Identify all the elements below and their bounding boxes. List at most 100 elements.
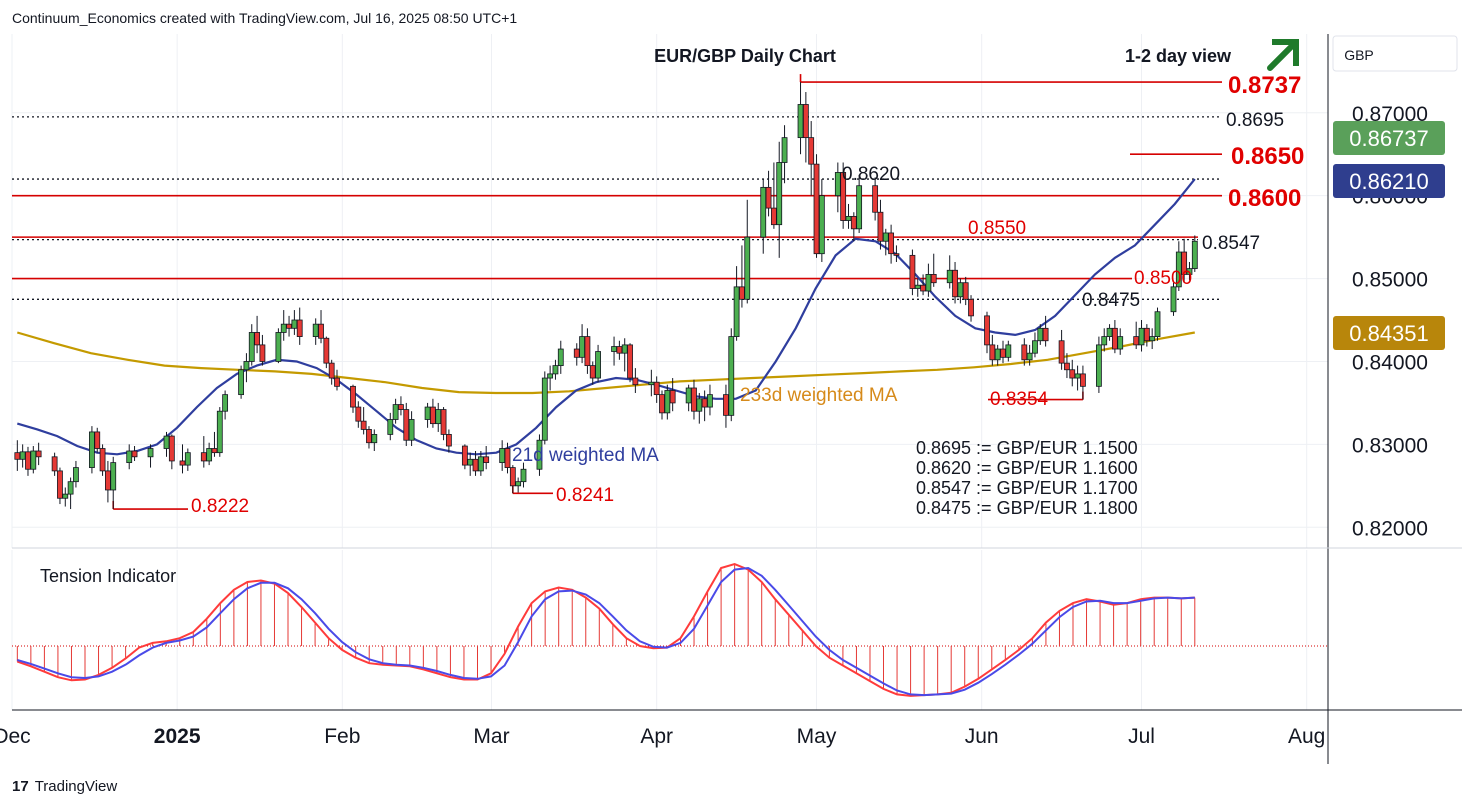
equivalent-line: 0.8620 := GBP/EUR 1.1600 xyxy=(916,458,1138,478)
candle-body xyxy=(1101,336,1108,346)
currency-box[interactable] xyxy=(1332,35,1458,72)
candle-body xyxy=(888,232,895,255)
candle-body xyxy=(131,450,138,458)
candle-body xyxy=(73,467,79,483)
candle-body xyxy=(1154,311,1161,337)
candle-body xyxy=(1080,373,1086,387)
ma21-price-value: 0.86210 xyxy=(1349,169,1429,194)
x-tick-label: Dec xyxy=(0,725,31,748)
candle-body xyxy=(834,172,841,197)
candle-body xyxy=(840,172,847,221)
candle-body xyxy=(1106,327,1113,337)
candle-body xyxy=(707,394,713,408)
candle-body xyxy=(536,439,543,470)
candle-body xyxy=(1181,251,1188,275)
candle-body xyxy=(248,332,255,362)
candle-body xyxy=(728,336,735,416)
indicator-title: Tension Indicator xyxy=(40,566,176,586)
candle-body xyxy=(1037,327,1044,342)
candle-body xyxy=(14,452,21,460)
candle-body xyxy=(765,186,772,209)
candle-body xyxy=(67,481,74,495)
candle-body xyxy=(184,452,191,466)
candle-body xyxy=(318,323,324,339)
candle-body xyxy=(616,346,623,354)
candle-body xyxy=(1058,340,1065,364)
candle-body xyxy=(168,435,175,462)
candle-body xyxy=(872,185,879,213)
candle-body xyxy=(1186,268,1193,275)
candle-body xyxy=(1069,369,1076,379)
candle-body xyxy=(664,390,671,414)
candle-body xyxy=(1111,327,1118,350)
candle-body xyxy=(435,409,442,425)
candle-body xyxy=(984,315,990,346)
candle-body xyxy=(994,348,1001,361)
y-tick-label: 0.85000 xyxy=(1352,269,1428,292)
candle-body xyxy=(254,332,260,346)
x-tick-label: 2025 xyxy=(154,725,201,748)
candle-body xyxy=(243,361,250,371)
candle-body xyxy=(51,456,58,472)
candle-body xyxy=(408,419,415,441)
candle-body xyxy=(62,493,69,499)
brand[interactable]: 17 TradingView xyxy=(12,778,117,795)
indicator-grid xyxy=(11,550,1308,710)
ma-233-line xyxy=(16,331,1195,395)
candle-body xyxy=(286,323,292,329)
candle-body xyxy=(461,445,468,466)
ma-233-layer xyxy=(16,331,1195,395)
ma233-label: 233d weighted MA xyxy=(740,385,898,406)
candle-body xyxy=(925,274,932,292)
equivalent-line: 0.8475 := GBP/EUR 1.1800 xyxy=(916,498,1138,518)
candle-body xyxy=(776,162,783,226)
candle-body xyxy=(739,286,745,300)
tension-indicator-series xyxy=(12,563,1328,697)
level-8695-label: 0.8695 xyxy=(1226,110,1284,131)
candle-body xyxy=(685,387,692,404)
ma21-label: 21d weighted MA xyxy=(512,445,659,466)
x-tick-label: Mar xyxy=(473,725,509,748)
x-tick-label: Jul xyxy=(1128,725,1155,748)
candle-body xyxy=(696,398,703,412)
low-8354-label: 0.8354 xyxy=(990,389,1049,410)
candle-body xyxy=(515,481,522,487)
candle-body xyxy=(557,348,564,367)
candle-body xyxy=(366,429,372,444)
low-8241-label: 0.8241 xyxy=(556,485,614,506)
x-tick-label: Jun xyxy=(965,725,999,748)
candle-body xyxy=(1117,336,1124,350)
candle-body xyxy=(499,448,506,464)
candle-body xyxy=(94,431,101,449)
candle-body xyxy=(206,448,213,462)
currency-label: GBP xyxy=(1344,47,1374,63)
candle-body xyxy=(403,409,410,441)
candle-body xyxy=(579,336,585,358)
signal-line xyxy=(17,566,1195,697)
main-grid xyxy=(11,34,1328,548)
candle-body xyxy=(360,420,367,430)
candle-body xyxy=(648,381,655,386)
candle-body xyxy=(845,215,852,221)
candle-body xyxy=(105,470,111,491)
candle-body xyxy=(989,344,996,361)
candle-body xyxy=(238,369,245,396)
candle-body xyxy=(573,348,580,358)
low-8222-label: 0.8222 xyxy=(191,496,249,517)
support-resistance-levels xyxy=(12,74,1222,510)
candle-body xyxy=(200,452,207,462)
candlestick-series xyxy=(14,82,1198,510)
up-arrow-icon xyxy=(1267,39,1299,71)
candle-body xyxy=(1005,344,1012,358)
tradingview-logo-icon: 17 xyxy=(12,778,29,795)
candle-body xyxy=(504,448,511,468)
candle-body xyxy=(25,451,31,470)
candle-body xyxy=(968,298,974,317)
candle-body xyxy=(30,450,37,470)
candle-body xyxy=(930,274,937,284)
header-credit: Continuum_Economics created with Trading… xyxy=(12,10,518,26)
candle-body xyxy=(1074,373,1081,379)
candle-body xyxy=(850,215,857,230)
candle-body xyxy=(1026,352,1033,361)
candle-body xyxy=(552,365,559,375)
